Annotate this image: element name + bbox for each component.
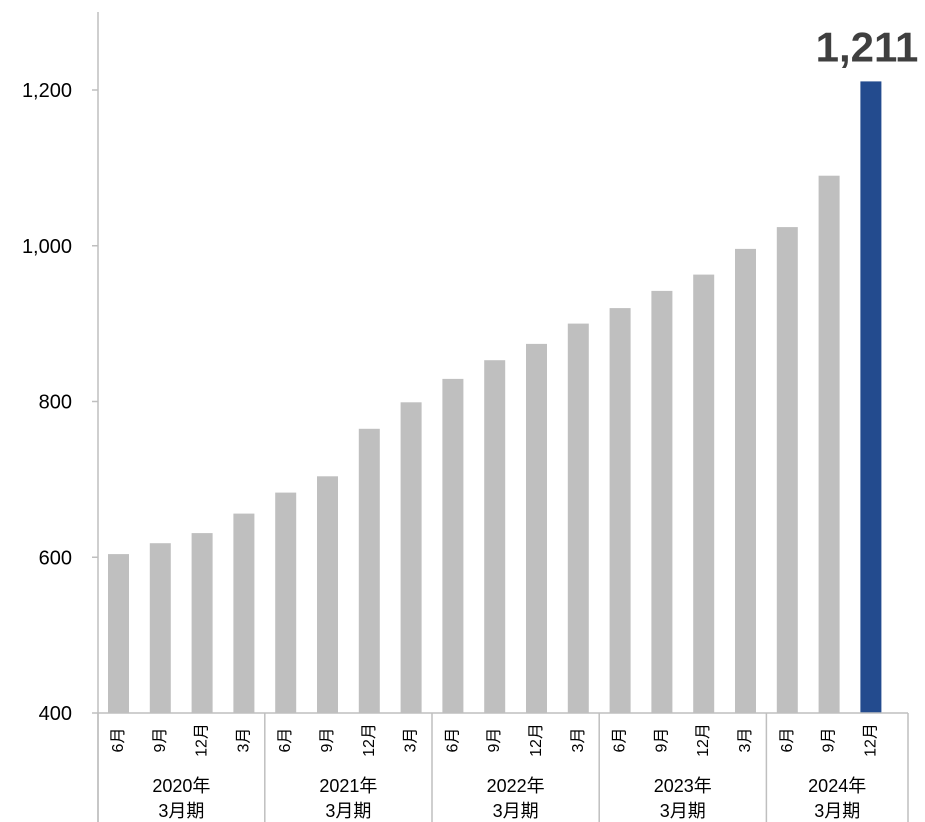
bar: [484, 360, 506, 713]
x-tick-label: 9月: [821, 728, 838, 753]
y-tick-label: 1,200: [22, 80, 72, 102]
y-axis: 400 600 800 1,000 1,200: [22, 12, 99, 822]
y-tick-label: 400: [39, 703, 72, 725]
bar: [317, 476, 338, 713]
bar: [191, 533, 213, 713]
bar: [400, 402, 422, 713]
bar: [567, 323, 589, 713]
x-group-label: 2021年: [319, 776, 377, 796]
x-tick-label: 9月: [319, 728, 336, 753]
y-tick-label: 600: [39, 547, 72, 569]
x-tick-label: 9月: [152, 728, 169, 753]
x-group-label: 2020年: [152, 776, 210, 796]
bar: [526, 343, 547, 713]
x-group-sublabel: 3月期: [814, 801, 860, 821]
x-tick-label: 12月: [528, 723, 545, 757]
bar: [860, 81, 882, 713]
x-tick-label: 12月: [194, 723, 211, 757]
x-group-label: 2023年: [654, 776, 712, 796]
x-tick-label: 6月: [110, 728, 127, 753]
x-tick-label: 6月: [277, 728, 294, 753]
x-tick-label: 9月: [653, 728, 670, 753]
x-tick-label: 3月: [570, 728, 587, 753]
bar: [108, 554, 129, 713]
bar: [651, 290, 673, 713]
x-group-sublabel: 3月期: [493, 801, 539, 821]
y-tick-label: 800: [39, 392, 72, 414]
bar: [693, 274, 715, 713]
bar: [233, 513, 255, 713]
x-tick-label: 12月: [695, 723, 712, 757]
x-tick-label: 6月: [779, 728, 796, 753]
bar: [442, 378, 464, 713]
x-tick-label: 6月: [444, 728, 461, 753]
x-group-label: 2022年: [487, 776, 545, 796]
x-group-sublabel: 3月期: [660, 801, 706, 821]
x-group-label: 2024年: [808, 776, 866, 796]
x-tick-label: 12月: [862, 723, 879, 757]
bar: [818, 175, 840, 713]
bar: [776, 227, 798, 713]
x-tick-label: 3月: [737, 728, 754, 753]
x-group-sublabel: 3月期: [325, 801, 371, 821]
highlight-value-label: 1,211: [816, 23, 919, 70]
x-tick-label: 3月: [403, 728, 420, 753]
bar: [358, 428, 380, 713]
bar: [149, 543, 171, 713]
bar: [735, 248, 756, 713]
x-tick-label: 12月: [361, 723, 378, 757]
x-axis: 6月 9月 12月 3月 6月 9月 12月 3月 6月 9月 12月 3月 6月 9月 12月 3月 6月 9月…: [97, 712, 909, 822]
x-group-sublabel: 3月期: [158, 801, 204, 821]
y-tick-label: 1,000: [22, 236, 72, 258]
bar: [609, 308, 631, 713]
bar: [275, 492, 297, 713]
x-tick-label: 6月: [612, 728, 629, 753]
x-tick-label: 9月: [486, 728, 503, 753]
x-tick-label: 3月: [235, 728, 252, 753]
bars: [108, 81, 882, 713]
